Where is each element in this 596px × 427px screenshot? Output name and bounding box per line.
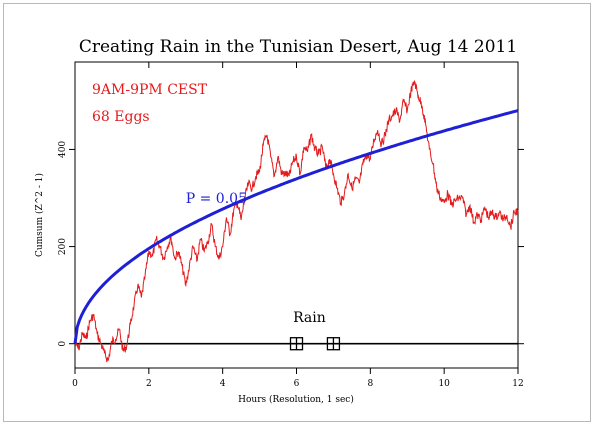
- x-axis-label: Hours (Resolution, 1 sec): [238, 394, 354, 405]
- p-0.05-envelope: [73, 109, 519, 344]
- x-tick-label: 0: [72, 379, 78, 389]
- x-tick-label: 10: [438, 379, 450, 389]
- x-tick-label: 4: [220, 379, 226, 389]
- envelope-label: P = 0.05: [186, 191, 247, 207]
- y-axis-label: Cumsum (Z^2 - 1): [34, 173, 45, 257]
- x-tick-label: 8: [367, 379, 373, 389]
- y-tick-label: 400: [58, 141, 68, 158]
- y-tick-label: 200: [58, 238, 68, 255]
- annotation-eggs: 68 Eggs: [92, 109, 150, 125]
- y-tick-label: 0: [58, 341, 68, 347]
- rain-label: Rain: [293, 310, 326, 326]
- y-axis: 0 200 400: [58, 141, 524, 347]
- x-tick-label: 6: [294, 379, 300, 389]
- x-tick-label: 12: [512, 379, 523, 389]
- chart-title: Creating Rain in the Tunisian Desert, Au…: [79, 37, 517, 57]
- x-axis: 0 2 4 6 8 10 12: [72, 62, 524, 389]
- x-tick-label: 2: [146, 379, 152, 389]
- series-line-0: [74, 79, 519, 363]
- plot-content: P = 0.05 Rain: [73, 79, 519, 363]
- annotation-period: 9AM-9PM CEST: [92, 82, 208, 98]
